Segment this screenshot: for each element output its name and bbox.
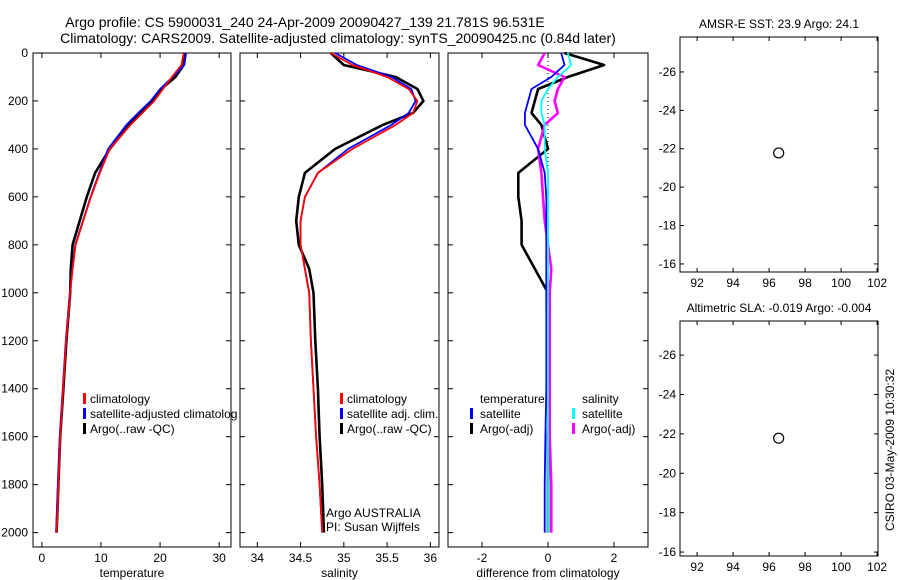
legend-entry: Argo(..raw -QC) <box>90 422 175 436</box>
y-tick-label: 2000 <box>1 526 28 540</box>
series-line-salinity-satellite <box>540 52 572 533</box>
legend-header-temperature: temperature <box>480 392 545 406</box>
x-tick-label: 2 <box>611 551 618 565</box>
x-tick-label: 102 <box>867 276 887 290</box>
series-line-satellite-adjusted-climatology <box>55 52 187 533</box>
legend-swatch <box>340 393 343 404</box>
y-tick-label: 1000 <box>1 286 28 300</box>
legend-header-salinity: salinity <box>582 392 619 406</box>
argo-location-marker <box>773 147 785 159</box>
series-line-temperature-satellite <box>524 52 566 533</box>
x-tick-label: 0 <box>545 551 552 565</box>
y-tick-label: 0 <box>21 46 28 60</box>
x-axis-label: salinity <box>321 566 358 580</box>
x-tick-label: -2 <box>477 551 488 565</box>
x-tick-label: 36 <box>424 551 438 565</box>
legend-entry: Argo(-adj) <box>582 422 635 436</box>
legend-swatch <box>83 393 86 404</box>
legend-swatch <box>340 423 343 434</box>
annotation-text: Argo AUSTRALIA <box>326 506 421 520</box>
legend-entry: climatology <box>347 392 407 406</box>
series-line-climatology <box>299 52 419 533</box>
x-tick-label: 96 <box>762 276 776 290</box>
figure-title-line1: Argo profile: CS 5900031_240 24-Apr-2009… <box>65 14 545 30</box>
y-tick-label: -22 <box>659 142 677 156</box>
temperature-panel: 0 10 20 30 0 200 400 600 800 1000 1200 1400 1600 1800… <box>1 46 237 580</box>
series-line-salinity-argo-adj- <box>536 52 566 533</box>
y-tick-label: -24 <box>659 103 677 117</box>
legend-entry: Argo(..raw -QC) <box>347 422 432 436</box>
y-tick-label: 1600 <box>1 430 28 444</box>
salinity-panel: 34 34.5 35 35.5 36 salinity climatologysatelli… <box>239 52 440 580</box>
y-tick-label: -16 <box>659 257 677 271</box>
legend-swatch <box>470 408 473 419</box>
legend-entry: satellite adj. clim. <box>347 407 438 421</box>
y-tick-label: -20 <box>659 180 677 194</box>
series-line-argo-raw-qc- <box>294 52 425 533</box>
legend-swatch <box>340 408 343 419</box>
x-tick-label: 20 <box>153 551 167 565</box>
legend-entry: satellite <box>582 407 623 421</box>
y-tick-label: 200 <box>8 94 28 108</box>
legend-swatch <box>572 423 575 434</box>
x-tick-label: 100 <box>831 276 851 290</box>
x-tick-label: 94 <box>726 276 740 290</box>
y-tick-label: -18 <box>659 219 677 233</box>
x-tick-label: 92 <box>690 276 704 290</box>
y-tick-label: 1400 <box>1 382 28 396</box>
x-axis-label: difference from climatology <box>476 566 619 580</box>
figure-title-line2: Climatology: CARS2009. Satellite-adjuste… <box>60 30 616 46</box>
x-tick-label: 10 <box>94 551 108 565</box>
legend-swatch <box>572 408 575 419</box>
x-tick-label: 34.5 <box>289 551 313 565</box>
y-tick-label: 800 <box>8 238 28 252</box>
timestamp-stamp: CSIRO 03-May-2009 10:30:32 <box>883 369 897 531</box>
x-tick-label: 98 <box>798 276 812 290</box>
legend-swatch <box>83 408 86 419</box>
map-frame <box>679 36 879 273</box>
legend-entry: satellite-adjusted climatolog <box>90 407 237 421</box>
x-tick-label: 35 <box>337 551 351 565</box>
x-tick-label: 34 <box>251 551 265 565</box>
x-tick-label: 35.5 <box>375 551 399 565</box>
sst-map-panel: AMSR-E SST: 23.9 Argo: 24.1 92 94 96 98 100 10… <box>659 17 888 290</box>
legend-swatch <box>83 423 86 434</box>
map-title: AMSR-E SST: 23.9 Argo: 24.1 <box>699 17 859 31</box>
x-tick-label: 0 <box>39 551 46 565</box>
legend-entry: Argo(-adj) <box>480 422 533 436</box>
plot-frame <box>32 52 232 548</box>
y-tick-label: -26 <box>659 65 677 79</box>
y-tick-label: 600 <box>8 190 28 204</box>
legend-entry: climatology <box>90 392 150 406</box>
plot-frame <box>239 52 440 548</box>
series-line-argo-raw-qc- <box>55 52 187 533</box>
legend-entry: satellite <box>480 407 521 421</box>
series-line-temperature-argo-adj- <box>516 51 606 533</box>
y-tick-label: 1800 <box>1 478 28 492</box>
series-line-climatology <box>55 52 185 533</box>
annotation-text: PI: Susan Wijffels <box>326 520 420 534</box>
x-axis-label: temperature <box>100 566 165 580</box>
y-tick-label: 400 <box>8 142 28 156</box>
y-tick-label: 1200 <box>1 334 28 348</box>
legend-swatch <box>470 423 473 434</box>
x-tick-label: 30 <box>212 551 226 565</box>
